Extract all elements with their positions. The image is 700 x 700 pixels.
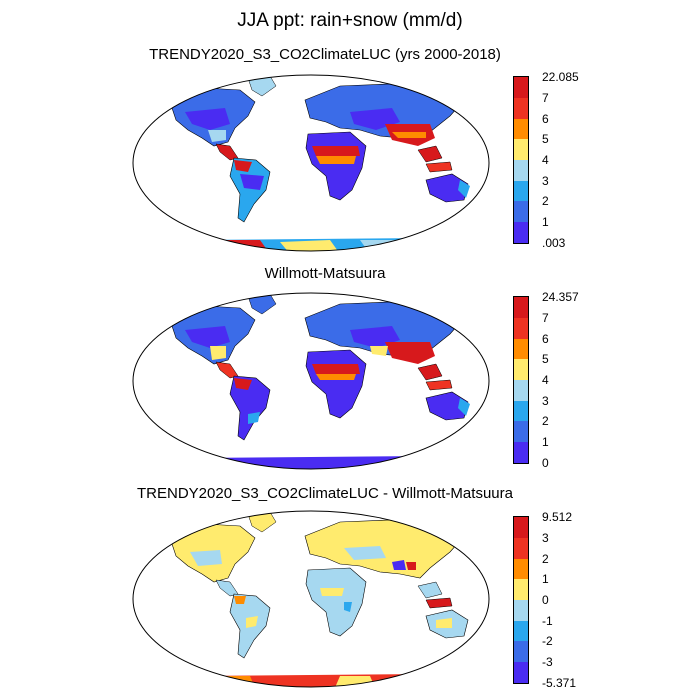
panel-3-colorbar-label: -5.371 bbox=[542, 676, 577, 690]
panel-1-colorbar-seg-1 bbox=[514, 77, 528, 98]
panel-3-colorbar-label: 9.512 bbox=[542, 510, 573, 524]
panel-3-colorbar-label: -3 bbox=[542, 655, 553, 669]
panel-3-colorbar-label: -1 bbox=[542, 614, 553, 628]
panel-2-colorbar-label: 1 bbox=[542, 435, 549, 449]
panel-3-colorbar-seg-3 bbox=[514, 559, 528, 579]
panel-2-map bbox=[132, 292, 490, 470]
panel-1-colorbar-label: 3 bbox=[542, 174, 549, 188]
panel-1-colorbar-seg-3 bbox=[514, 119, 528, 139]
panel-2-colorbar-label: 7 bbox=[542, 311, 549, 325]
panel-2-colorbar-label: 3 bbox=[542, 394, 549, 408]
panel-2-colorbar-seg-3 bbox=[514, 339, 528, 359]
panel-3-colorbar-seg-2 bbox=[514, 538, 528, 559]
panel-2-colorbar-label: 2 bbox=[542, 414, 549, 428]
panel-1-colorbar-seg-8 bbox=[514, 222, 528, 243]
panel-1-title: TRENDY2020_S3_CO2ClimateLUC (yrs 2000-20… bbox=[149, 46, 501, 63]
panel-1-colorbar-seg-2 bbox=[514, 98, 528, 119]
panel-3-colorbar bbox=[513, 516, 529, 684]
panel-1-colorbar-seg-5 bbox=[514, 160, 528, 181]
panel-2-colorbar-label: 6 bbox=[542, 332, 549, 346]
panel-3-map bbox=[132, 510, 490, 688]
panel-1-map bbox=[132, 74, 490, 252]
panel-1-colorbar-label: 6 bbox=[542, 112, 549, 126]
panel-2-colorbar-seg-5 bbox=[514, 380, 528, 401]
panel-1-colorbar bbox=[513, 76, 529, 244]
panel-2-colorbar-label: 5 bbox=[542, 352, 549, 366]
panel-2-colorbar-label: 0 bbox=[542, 456, 549, 470]
panel-1-colorbar-seg-4 bbox=[514, 139, 528, 160]
panel-2-colorbar-seg-1 bbox=[514, 297, 528, 318]
panel-1-colorbar-label: 22.085 bbox=[542, 70, 579, 84]
panel-1-colorbar-label: 1 bbox=[542, 215, 549, 229]
panel-2-title: Willmott-Matsuura bbox=[264, 265, 386, 282]
panel-3-colorbar-label: 0 bbox=[542, 593, 549, 607]
panel-1-colorbar-label: 4 bbox=[542, 153, 549, 167]
panel-3-colorbar-label: 1 bbox=[542, 572, 549, 586]
panel-1-colorbar-label: .003 bbox=[542, 236, 566, 250]
panel-3-title: TRENDY2020_S3_CO2ClimateLUC - Willmott-M… bbox=[137, 485, 513, 502]
panel-2-colorbar-seg-6 bbox=[514, 401, 528, 421]
panel-3-colorbar-seg-6 bbox=[514, 621, 528, 641]
panel-3-colorbar-seg-8 bbox=[514, 662, 528, 683]
panel-1-colorbar-label: 7 bbox=[542, 91, 549, 105]
panel-3-colorbar-seg-5 bbox=[514, 600, 528, 621]
panel-1-colorbar-seg-7 bbox=[514, 201, 528, 222]
panel-3-colorbar-label: -2 bbox=[542, 634, 553, 648]
panel-3-colorbar-seg-4 bbox=[514, 579, 528, 600]
panel-3-colorbar-label: 2 bbox=[542, 552, 549, 566]
panel-2-colorbar-seg-8 bbox=[514, 442, 528, 463]
main-title: JJA ppt: rain+snow (mm/d) bbox=[237, 10, 463, 31]
panel-1-colorbar-seg-6 bbox=[514, 181, 528, 201]
panel-2-colorbar-seg-2 bbox=[514, 318, 528, 339]
panel-1-colorbar-label: 2 bbox=[542, 194, 549, 208]
panel-2-colorbar-label: 4 bbox=[542, 373, 549, 387]
panel-3-colorbar-seg-1 bbox=[514, 517, 528, 538]
panel-3-colorbar-label: 3 bbox=[542, 531, 549, 545]
panel-2-colorbar bbox=[513, 296, 529, 464]
panel-1-colorbar-label: 5 bbox=[542, 132, 549, 146]
panel-2-colorbar-seg-7 bbox=[514, 421, 528, 442]
panel-2-colorbar-seg-4 bbox=[514, 359, 528, 380]
panel-2-colorbar-label: 24.357 bbox=[542, 290, 579, 304]
panel-3-colorbar-seg-7 bbox=[514, 641, 528, 662]
